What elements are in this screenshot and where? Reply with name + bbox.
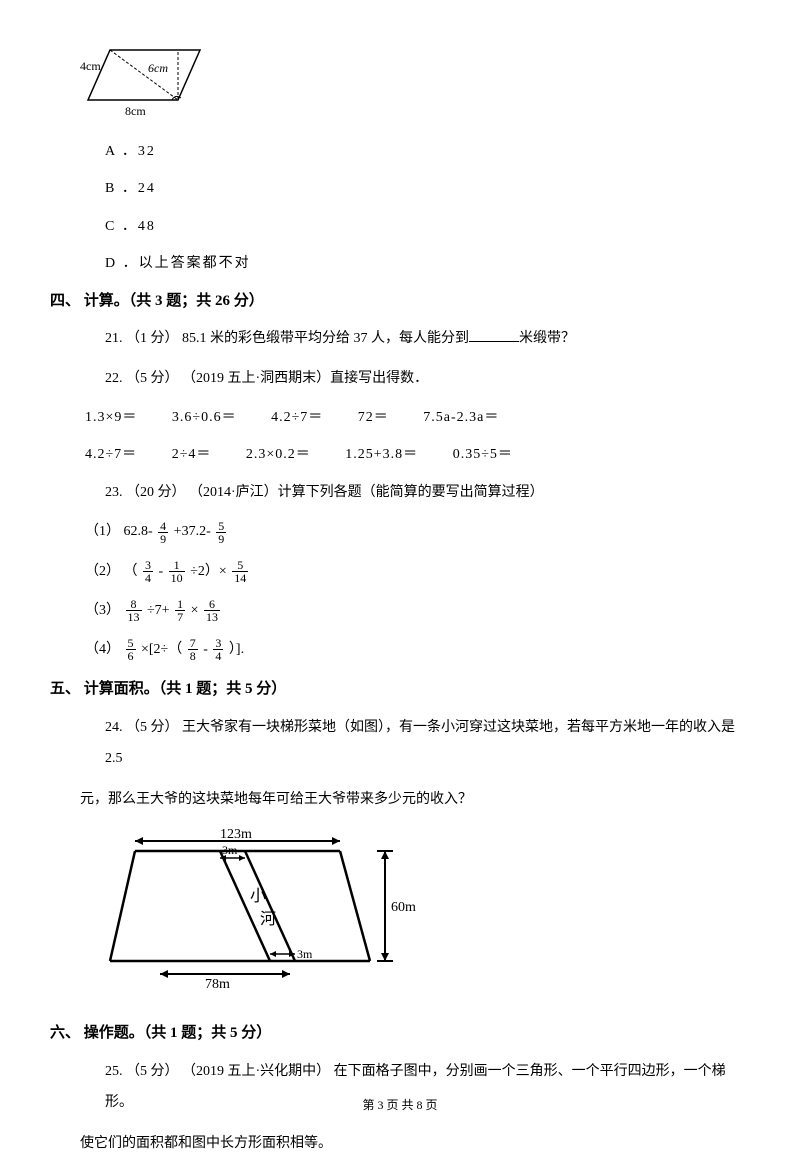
- fraction: 78: [188, 637, 198, 662]
- page-footer: 第 3 页 共 8 页: [0, 1095, 800, 1117]
- q21-pre: 21. （1 分） 85.1 米的彩色缎带平均分给 37 人，每人能分到: [105, 331, 469, 346]
- text: +37.2‑: [174, 524, 211, 539]
- fraction: 813: [126, 598, 142, 623]
- text: （4）: [85, 642, 120, 657]
- calc-row-1: 1.3×9＝ 3.6÷0.6＝ 4.2÷7＝ 72＝ 7.5a‑2.3a＝: [85, 405, 750, 430]
- q23-4: （4） 56 ×[2÷（ 78 ‑ 34 ）].: [85, 637, 750, 662]
- q21-post: 米缎带？: [519, 331, 575, 346]
- calc-item: 3.6÷0.6＝: [172, 405, 237, 430]
- trapezoid-figure: 123m 3m 小 河 60m 3m 78m: [105, 826, 750, 1005]
- option-d: D ．以上答案都不对: [105, 251, 750, 276]
- fraction: 514: [232, 559, 248, 584]
- text: ‑: [159, 564, 164, 579]
- fraction: 34: [213, 637, 223, 662]
- q25-line2: 使它们的面积都和图中长方形面积相等。: [80, 1129, 750, 1159]
- text: ×[2÷（: [141, 642, 182, 657]
- calc-item: 2.3×0.2＝: [246, 442, 311, 467]
- option-a: A ．32: [105, 139, 750, 164]
- section-5-heading: 五、 计算面积。（共 1 题；共 5 分）: [50, 676, 750, 703]
- river-char-2: 河: [260, 910, 276, 928]
- section-6-heading: 六、 操作题。（共 1 题；共 5 分）: [50, 1020, 750, 1047]
- fraction: 34: [143, 559, 153, 584]
- text: ）].: [229, 642, 244, 657]
- fraction: 110: [169, 559, 185, 584]
- calc-item: 0.35÷5＝: [453, 442, 513, 467]
- q23: 23. （20 分） （2014·庐江）计算下列各题（能简算的要写出简算过程）: [105, 479, 750, 507]
- fraction: 613: [204, 598, 220, 623]
- q23-2: （2） （ 34 ‑ 110 ÷2）× 514: [85, 559, 750, 584]
- river-char-1: 小: [250, 887, 266, 905]
- q23-3: （3） 813 ÷7+ 17 × 613: [85, 598, 750, 623]
- q24-line1: 24. （5 分） 王大爷家有一块梯形菜地（如图），有一条小河穿过这块菜地，若每…: [105, 713, 750, 775]
- fraction: 56: [126, 637, 136, 662]
- calc-item: 1.25+3.8＝: [345, 442, 418, 467]
- fraction: 59: [216, 520, 226, 545]
- option-b: B ．24: [105, 176, 750, 201]
- label-60m: 60m: [391, 900, 416, 915]
- section-4-heading: 四、 计算。（共 3 题；共 26 分）: [50, 288, 750, 315]
- text: （3）: [85, 603, 120, 618]
- label-4cm: 4cm: [80, 59, 101, 73]
- text: （2） （: [85, 564, 138, 579]
- option-c: C ．48: [105, 214, 750, 239]
- fraction: 17: [175, 598, 185, 623]
- label-3m-top: 3m: [222, 843, 238, 857]
- blank: [469, 328, 519, 342]
- q23-1: （1） 62.8‑ 49 +37.2‑ 59: [85, 519, 750, 544]
- text: ×: [191, 603, 199, 618]
- fraction: 49: [158, 520, 168, 545]
- calc-row-2: 4.2÷7＝ 2÷4＝ 2.3×0.2＝ 1.25+3.8＝ 0.35÷5＝: [85, 442, 750, 467]
- text: （1） 62.8‑: [85, 524, 153, 539]
- label-78m: 78m: [205, 977, 230, 992]
- q24-line2: 元，那么王大爷的这块菜地每年可给王大爷带来多少元的收入？: [80, 785, 750, 816]
- label-6cm: 6cm: [148, 61, 168, 75]
- calc-item: 72＝: [358, 405, 389, 430]
- calc-item: 1.3×9＝: [85, 405, 137, 430]
- calc-item: 4.2÷7＝: [85, 442, 137, 467]
- label-3m-bot: 3m: [297, 947, 313, 961]
- calc-item: 7.5a‑2.3a＝: [423, 405, 499, 430]
- calc-item: 4.2÷7＝: [271, 405, 323, 430]
- label-123m: 123m: [220, 827, 252, 842]
- text: ‑: [203, 642, 208, 657]
- q22: 22. （5 分） （2019 五上·洞西期末）直接写出得数．: [105, 365, 750, 393]
- parallelogram-figure: 4cm 6cm 8cm: [80, 40, 750, 129]
- q21: 21. （1 分） 85.1 米的彩色缎带平均分给 37 人，每人能分到 米缎带？: [105, 325, 750, 353]
- text: ÷7+: [147, 603, 170, 618]
- text: ÷2）×: [190, 564, 227, 579]
- label-8cm: 8cm: [125, 104, 146, 118]
- calc-item: 2÷4＝: [172, 442, 212, 467]
